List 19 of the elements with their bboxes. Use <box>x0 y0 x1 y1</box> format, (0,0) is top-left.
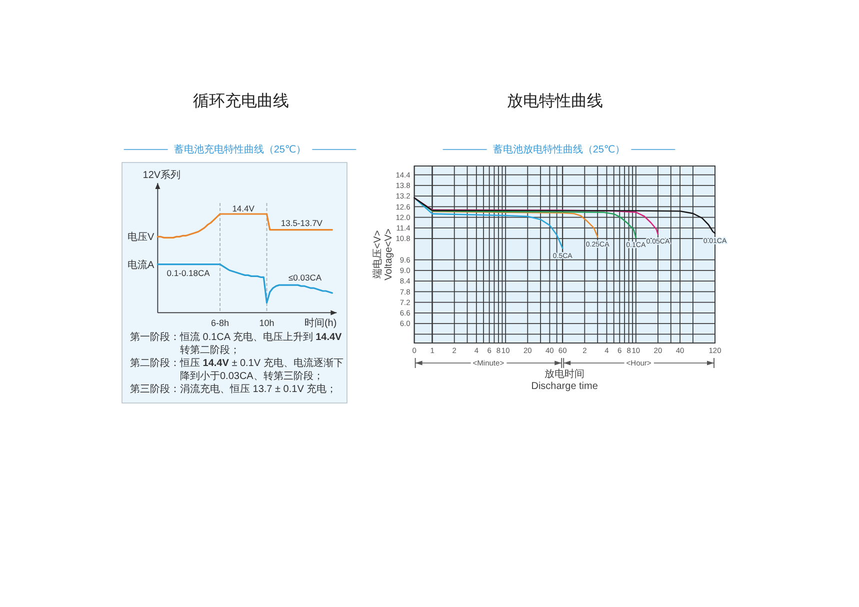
chart-subtitle: 蓄电池充电特性曲线（25℃） <box>174 144 306 156</box>
text: 第二阶段：恒压 14.4V ± 0.1V 充电、电流逐渐下降到小于0.03CA、转第三阶段； <box>130 357 344 383</box>
annotation: ≤0.03CA <box>288 272 322 282</box>
x-tick-label: 6-8h <box>211 318 230 328</box>
text: 14.4V <box>232 204 255 214</box>
series-label: 电流A <box>128 258 155 271</box>
chart-title: 循环充电曲线 <box>193 92 289 110</box>
text: 第一阶段：恒流 0.1CA 充电、电压上升到 14.4V 转第二阶段； <box>130 332 342 356</box>
y-axis-title: 端电压<V> Voltage<V> <box>371 228 394 280</box>
x-tick-label: 10h <box>259 318 274 328</box>
chart-subtitle: 蓄电池放电特性曲线（25℃） <box>492 144 626 156</box>
x-axis-title: 时间(h) <box>304 317 337 329</box>
series-label: 电压V <box>128 231 155 244</box>
annotation: 0.1-0.18CA <box>166 268 210 278</box>
annotation: 13.5-13.7V <box>280 218 323 228</box>
chart-title: 放电特性曲线 <box>507 92 603 110</box>
text: 第三阶段：涓流充电、恒压 13.7 ± 0.1V 充电； <box>130 383 338 396</box>
x-axis-title: 放电时间 Discharge time <box>531 368 598 392</box>
y-axis-title: 12V系列 <box>142 169 181 181</box>
